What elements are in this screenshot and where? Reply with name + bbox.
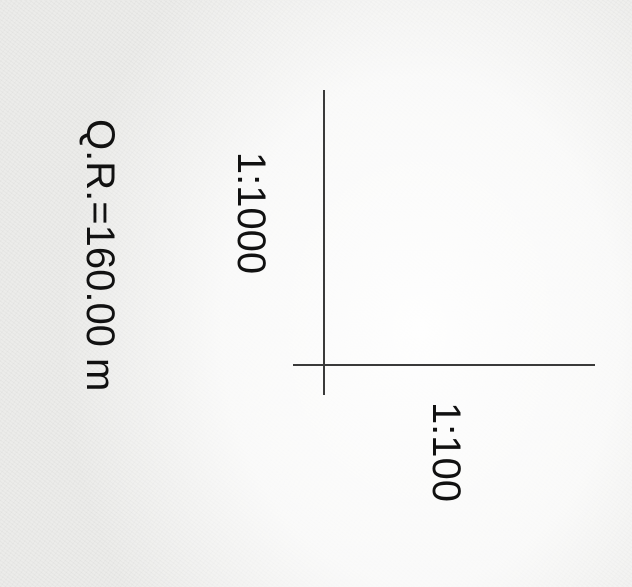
vertical-scale-label: 1:1000 <box>229 151 273 275</box>
horizontal-axis-line <box>293 364 595 366</box>
vertical-axis-line <box>323 90 325 395</box>
reference-elevation-label: Q.R.=160.00 m <box>78 119 122 392</box>
horizontal-scale-label: 1:100 <box>424 401 468 503</box>
